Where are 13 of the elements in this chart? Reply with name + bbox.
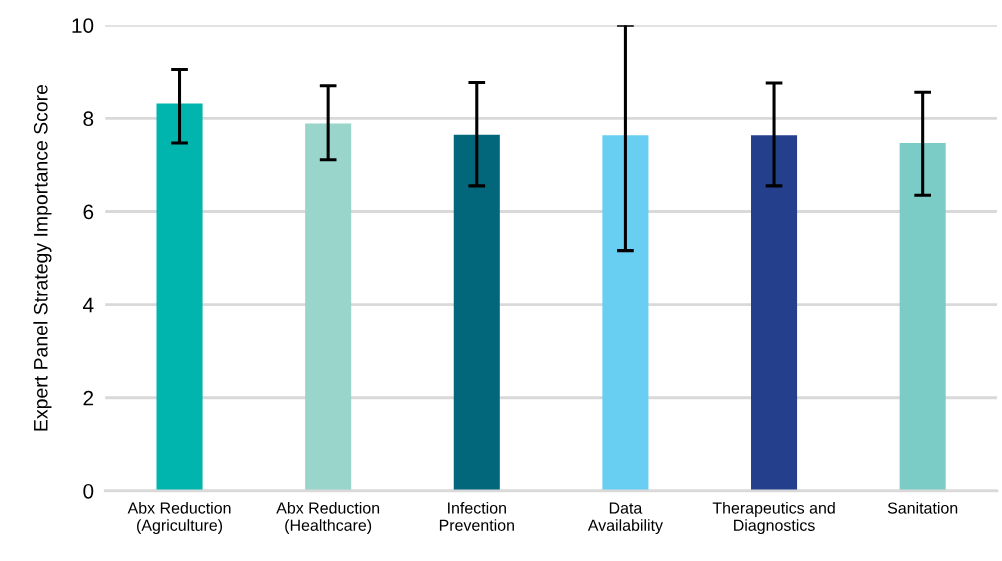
- x-tick-label: Abx Reduction (Agriculture): [127, 501, 231, 535]
- y-tick-label: 6: [83, 204, 94, 220]
- y-tick-label: 0: [83, 483, 94, 499]
- y-axis-title: Expert Panel Strategy Importance Score: [33, 84, 52, 431]
- x-tick-label: Infection Prevention: [439, 501, 514, 531]
- y-tick-label: 8: [83, 111, 94, 127]
- x-tick-label: Data Availability: [587, 502, 663, 535]
- x-tick-label: Therapeutics and Diagnostics: [712, 501, 835, 535]
- y-tick-label: 10: [72, 18, 94, 33]
- x-tick-label: Sanitation: [887, 501, 958, 514]
- x-tick-label: Abx Reduction (Healthcare): [276, 501, 380, 535]
- y-tick-label: 2: [83, 390, 94, 406]
- y-tick-label: 4: [82, 297, 94, 313]
